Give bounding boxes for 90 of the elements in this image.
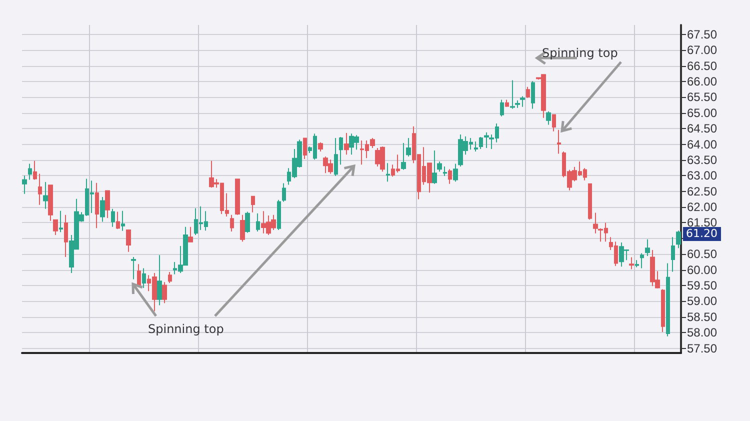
- candlestick: [484, 132, 489, 149]
- y-tick-label: 60.00: [687, 262, 718, 277]
- y-tick-label: 65.00: [687, 106, 718, 120]
- y-tick-label: 66.00: [687, 74, 718, 88]
- candlestick: [168, 272, 172, 284]
- candlestick: [33, 160, 37, 180]
- annotation: Spinning top: [542, 46, 618, 60]
- candlestick: [43, 181, 48, 210]
- candlestick: [401, 142, 406, 170]
- candlestick: [500, 99, 504, 117]
- candlestick: [245, 211, 250, 234]
- y-tick-label: 65.50: [687, 90, 718, 104]
- y-tick-label: 62.50: [687, 184, 718, 198]
- candlestick: [116, 211, 120, 230]
- candlestick: [28, 163, 32, 180]
- y-tick-label: 61.50: [687, 216, 718, 230]
- candlestick: [557, 129, 561, 154]
- candlestick: [531, 80, 535, 110]
- y-tick-label: 64.50: [687, 122, 718, 136]
- candlestick: [453, 163, 458, 182]
- candlestick: [48, 184, 53, 222]
- candlestick: [38, 173, 42, 206]
- candlestick: [126, 229, 131, 252]
- candlestick: [59, 210, 63, 233]
- candlestick: [256, 212, 260, 232]
- candlestick: [339, 136, 343, 166]
- y-tick-label: 66.50: [687, 58, 718, 73]
- candlestick: [22, 175, 27, 194]
- candlestick: [121, 210, 125, 232]
- candlestick: [629, 256, 634, 270]
- candlestick: [474, 140, 478, 152]
- y-tick-label: 63.00: [687, 168, 718, 183]
- candlestick: [635, 260, 639, 268]
- candlestick: [251, 196, 255, 213]
- candlestick: [100, 196, 105, 222]
- candlestick: [406, 137, 411, 158]
- candlestick: [510, 80, 515, 110]
- candlestick: [318, 142, 323, 152]
- candlestick: [303, 138, 307, 160]
- y-tick-label: 64.00: [687, 137, 718, 152]
- candlestick: [282, 182, 286, 202]
- y-tick-label: 63.50: [687, 152, 718, 167]
- candlestick: [105, 190, 110, 219]
- candlestick: [53, 219, 58, 236]
- candlestick: [593, 212, 598, 234]
- y-tick-label: 58.50: [687, 310, 718, 324]
- candlestick: [588, 183, 592, 220]
- y-tick-label: 59.50: [687, 278, 718, 293]
- annotation: Spinning top: [148, 322, 224, 336]
- candlestick: [111, 208, 115, 228]
- candlestick: [645, 238, 650, 257]
- candlestick: [526, 86, 530, 98]
- candlestick: [671, 236, 675, 272]
- y-tick-label: 59.00: [687, 294, 718, 308]
- y-tick-label: 67.50: [687, 27, 718, 42]
- candlestick: [640, 252, 644, 269]
- y-tick-label: 62.00: [687, 200, 718, 214]
- candlestick: [137, 264, 141, 287]
- candlestick: [552, 114, 556, 132]
- candlestick: [334, 137, 338, 176]
- y-tick-label: 57.50: [687, 341, 718, 356]
- candlestick: [546, 110, 551, 126]
- annotation: 61.20: [683, 227, 720, 242]
- candlestick: [157, 254, 162, 306]
- candlestick: [661, 288, 665, 332]
- candlestick: [515, 100, 520, 108]
- candlestick: [676, 230, 681, 249]
- candlestick: [235, 178, 240, 216]
- candlestick: [344, 132, 349, 156]
- candlestick: [240, 214, 245, 242]
- candlestick: [188, 226, 193, 242]
- candlestick: [520, 96, 525, 108]
- candlestick: [64, 214, 68, 258]
- candlestick: [386, 162, 390, 182]
- candlestick: [448, 168, 452, 184]
- candlestick: [443, 166, 447, 176]
- candlestick: [131, 256, 136, 280]
- candlestick: [142, 268, 146, 289]
- candlestick: [666, 262, 670, 337]
- candlestick: [277, 199, 281, 230]
- candlestick: [162, 282, 167, 304]
- y-tick-label: 58.00: [687, 326, 718, 340]
- candlestick: [95, 182, 99, 229]
- candlestick: [505, 99, 509, 108]
- candlestick: [479, 136, 483, 150]
- y-tick-label: 67.00: [687, 43, 718, 58]
- y-tick-label: 60.50: [687, 247, 718, 262]
- candlestick: [432, 150, 437, 184]
- candlestick: [230, 214, 234, 232]
- candlestick: [437, 161, 442, 172]
